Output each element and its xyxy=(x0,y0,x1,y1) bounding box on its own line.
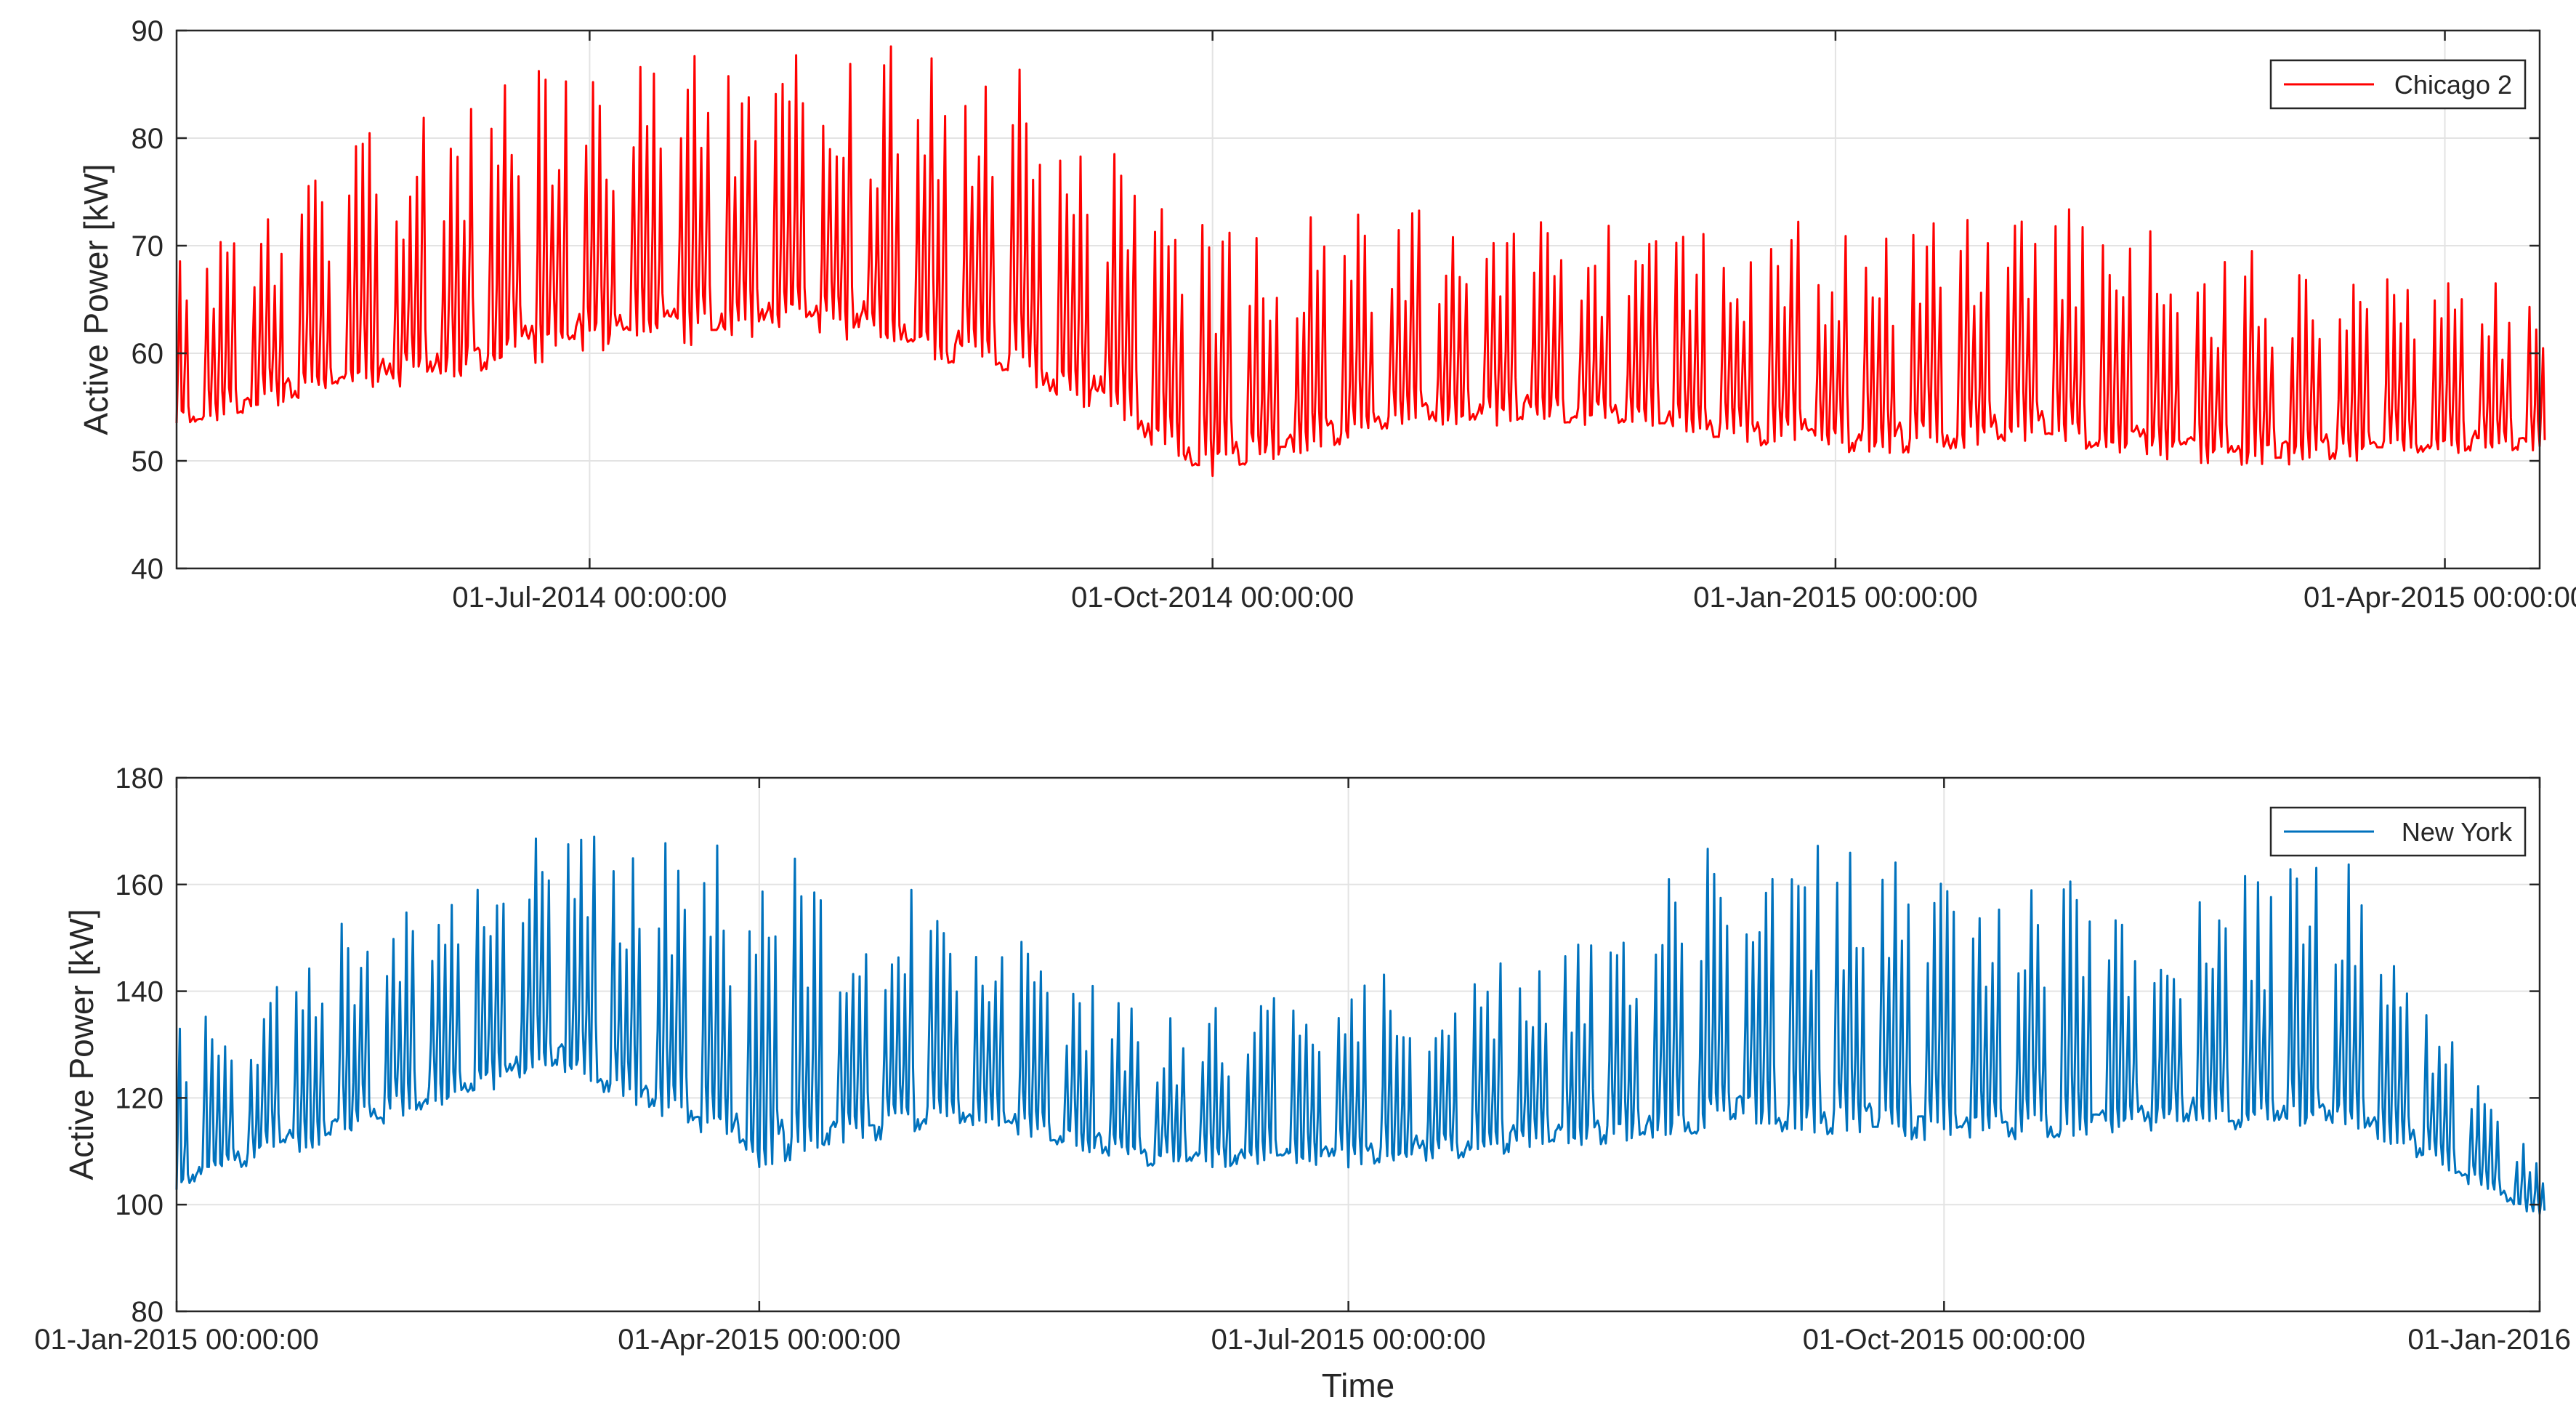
x-tick-label: 01-Apr-2015 00:00:00 xyxy=(2304,582,2576,614)
legend-label: New York xyxy=(2402,817,2513,847)
y-tick-label: 60 xyxy=(132,338,164,370)
x-tick-label: 01-Jul-2015 00:00:00 xyxy=(1211,1324,1486,1356)
axes-box xyxy=(175,29,2541,570)
x-tick-label: 01-Jan-2016 xyxy=(2407,1324,2571,1356)
x-tick-label: 01-Oct-2015 00:00:00 xyxy=(1803,1324,2086,1356)
legend-label: Chicago 2 xyxy=(2394,70,2512,100)
y-tick-label: 80 xyxy=(132,1296,164,1328)
y-tick-label: 160 xyxy=(115,869,163,901)
x-tick-label: 01-Jan-2015 00:00:00 xyxy=(1693,582,1977,614)
y-tick-label: 100 xyxy=(115,1189,163,1221)
series-line xyxy=(175,45,2546,478)
x-axis-title: Time xyxy=(1322,1367,1395,1404)
y-tick-label: 90 xyxy=(132,15,164,47)
y-tick-label: 50 xyxy=(132,446,164,478)
legend: New York xyxy=(2269,806,2527,857)
y-tick-label: 80 xyxy=(132,123,164,155)
y-tick-label: 180 xyxy=(115,763,163,795)
x-tick-label: 01-Apr-2015 00:00:00 xyxy=(618,1324,900,1356)
chicago-chart: 40 50 60 70 80 90 01-Jul-2014 00:00:00 01-Oct-2… xyxy=(77,15,2576,614)
y-tick-label: 70 xyxy=(132,230,164,262)
axes-box xyxy=(175,776,2541,1313)
y-tick-label: 120 xyxy=(115,1082,163,1114)
x-tick-label: 01-Jan-2015 00:00:00 xyxy=(34,1324,318,1356)
series-line xyxy=(175,835,2546,1215)
y-axis-title: Active Power [kW] xyxy=(62,909,100,1180)
legend: Chicago 2 xyxy=(2269,59,2527,110)
x-tick-label: 01-Oct-2014 00:00:00 xyxy=(1071,582,1354,614)
y-axis-title: Active Power [kW] xyxy=(77,164,115,435)
y-tick-label: 140 xyxy=(115,976,163,1008)
x-tick-label: 01-Jul-2014 00:00:00 xyxy=(452,582,727,614)
new-york-chart: 80 100 120 140 160 180 01-Jan-2015 00:00:00 01-… xyxy=(34,763,2571,1404)
y-tick-label: 40 xyxy=(132,553,164,585)
